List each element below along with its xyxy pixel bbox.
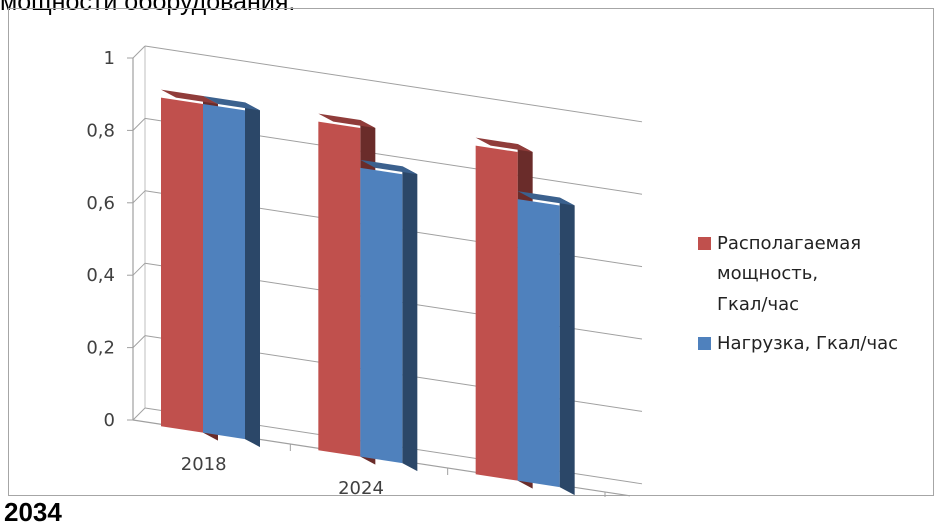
bar [203,96,260,448]
bar-top-face [517,191,575,206]
bar-side-face [402,166,418,472]
y-tick-label: 0 [104,410,115,431]
bar-top-face [360,159,418,175]
x-tick-labels: 2018 2024 [181,444,606,497]
y-tick-label: 0,8 [86,120,115,141]
gridline-side [132,118,146,131]
bar-front-face [517,199,560,488]
y-tick-label: 0,6 [86,193,115,214]
x-tick-label: 2018 [181,454,227,475]
bar-top-face [475,137,533,153]
bar-front-face [475,145,518,481]
legend-label: Нагрузка, Гкал/час [717,333,898,354]
bar-front-face [203,104,245,440]
bar-front-face [318,121,361,457]
gridline-side [132,45,146,59]
x-tick-label: 2024 [338,478,384,497]
bar-front-face [360,167,403,464]
bar-chart: 0 0,2 0,4 0,6 0,8 1 2018 2024 Располагаемая мощ… [86,45,898,497]
y-tick-label: 0,2 [86,338,115,359]
gridline-side [132,335,146,348]
legend-swatch [698,237,711,250]
bar-side-face [559,197,575,496]
legend-swatch [698,337,711,350]
bar [517,191,575,496]
category-label-2034: 2034 [4,497,62,527]
y-tick-label: 0,4 [86,265,115,286]
y-tick-label: 1 [104,48,115,69]
bar-top-face [203,96,260,111]
gridline-side [132,190,146,204]
bars [161,89,575,496]
bar-top-face [161,89,218,105]
chart-frame [8,8,934,496]
legend-label: Гкал/час [717,294,799,315]
legend: Располагаемая мощность, Гкал/час Нагрузка, … [698,233,898,354]
bar-front-face [161,97,203,433]
gridline-side [132,407,146,421]
gridline-side [132,262,146,276]
bar [360,159,418,472]
bar-top-face [318,113,376,129]
gridline [144,45,643,123]
bar-side-face [245,102,260,448]
legend-label: мощность, [717,263,818,284]
legend-label: Располагаемая [717,233,861,254]
y-tick-labels: 0 0,2 0,4 0,6 0,8 1 [86,48,133,431]
